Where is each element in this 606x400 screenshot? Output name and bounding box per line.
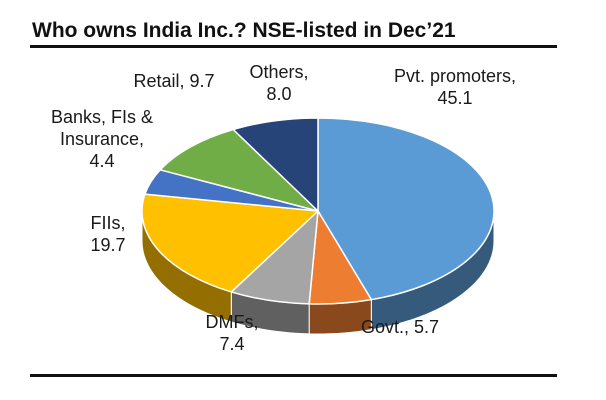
data-label-line: Insurance, [60, 129, 144, 149]
bottom-rule [30, 374, 557, 377]
data-label-line: FIIs, [91, 213, 126, 233]
data-label-pvt-promoters: Pvt. promoters, 45.1 [394, 66, 516, 108]
chart-title: Who owns India Inc.? NSE-listed in Dec’2… [32, 19, 456, 42]
data-label-line: Retail, 9.7 [133, 71, 214, 91]
pie-slice-retail [159, 128, 319, 212]
data-label-dmfs: DMFs, 7.4 [206, 312, 259, 354]
pie-labels: Pvt. promoters, 45.1 Govt., 5.7 DMFs, 7.4 FII… [51, 62, 516, 354]
data-label-line: 19.7 [90, 235, 125, 255]
data-label-line: Others, [249, 62, 308, 82]
data-label-line: 45.1 [437, 88, 472, 108]
pie-slice-fiis [141, 193, 319, 293]
title-rule [30, 45, 557, 48]
data-label-line: 7.4 [219, 334, 244, 354]
data-label-line: Pvt. promoters, [394, 66, 516, 86]
data-label-fiis: FIIs, 19.7 [90, 213, 125, 255]
pie-slice-pvt-promoters [317, 117, 495, 301]
pie-tops [141, 117, 495, 305]
data-label-line: DMFs, [206, 312, 259, 332]
data-label-line: 4.4 [89, 151, 114, 171]
data-label-line: Govt., 5.7 [361, 317, 439, 337]
data-label-retail: Retail, 9.7 [133, 71, 214, 91]
data-label-banks-fis-insurance: Banks, FIs & Insurance, 4.4 [51, 107, 153, 171]
data-label-line: Banks, FIs & [51, 107, 153, 127]
data-label-others: Others, 8.0 [249, 62, 308, 104]
data-label-line: 8.0 [266, 84, 291, 104]
data-label-govt: Govt., 5.7 [361, 317, 439, 337]
pie-slice-others [232, 117, 319, 212]
